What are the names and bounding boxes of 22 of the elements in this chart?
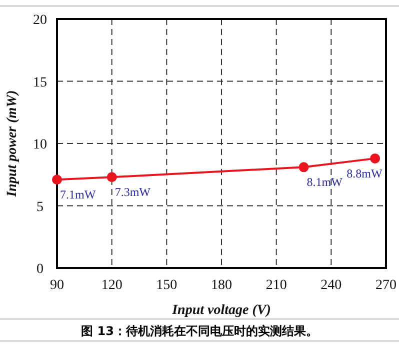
- point: [370, 153, 380, 164]
- data-label: 7.3mW: [114, 185, 152, 200]
- x-tick-label: 150: [156, 278, 178, 293]
- x-tick-label: 240: [320, 278, 342, 293]
- y-tick-label: 10: [33, 138, 47, 152]
- x-tick-label: 270: [376, 278, 396, 293]
- x-axis-title: Input voltage (V): [171, 303, 271, 318]
- x-tick-label: 120: [101, 278, 122, 293]
- x-tick-label: 90: [50, 278, 64, 293]
- x-tick-label: 180: [211, 278, 232, 293]
- y-axis-title: Input power (mW): [5, 90, 20, 198]
- y-tick-label: 20: [33, 13, 47, 28]
- data-label: 7.1mW: [60, 188, 96, 202]
- point: [52, 174, 62, 185]
- point: [298, 162, 309, 172]
- data-label: 8.8mW: [346, 166, 383, 180]
- y-tick-label: 0: [36, 262, 44, 277]
- y-tick-label: 5: [36, 200, 44, 215]
- y-tick-label: 15: [33, 75, 47, 90]
- x-tick-label: 210: [266, 278, 287, 293]
- point: [106, 172, 117, 182]
- caption: 图 13：待机消耗在不同电压时的实测结果。: [81, 324, 318, 338]
